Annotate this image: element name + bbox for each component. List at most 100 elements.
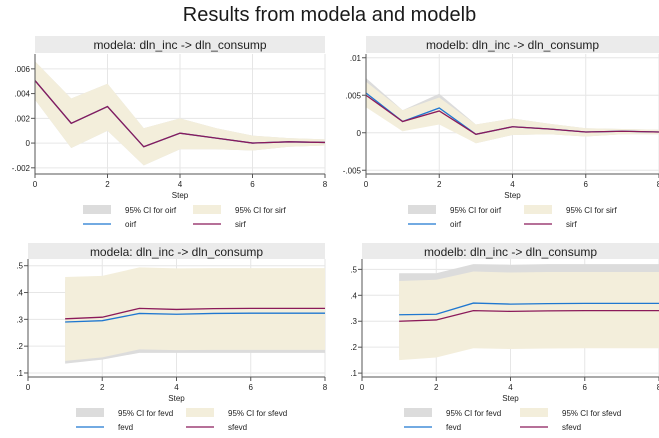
legend-key: 95% CI for sirf <box>193 205 286 215</box>
panel-header <box>35 36 325 53</box>
y-tick-label: .5 <box>16 262 23 271</box>
x-tick-label: 8 <box>657 383 659 392</box>
x-tick-label: 2 <box>105 180 110 189</box>
legend-key: 95% CI for sfevd <box>186 408 287 418</box>
legend-key: oirf <box>408 220 462 229</box>
legend-label: 95% CI for oirf <box>125 206 177 215</box>
legend-key: fevd <box>76 423 133 432</box>
x-axis-title: Step <box>504 191 521 200</box>
legend-swatch <box>186 408 214 417</box>
legend-swatch <box>76 408 104 417</box>
x-tick-label: 0 <box>33 180 38 189</box>
x-tick-label: 8 <box>323 383 328 392</box>
legend-swatch <box>83 205 111 214</box>
panel-header <box>362 243 659 260</box>
y-tick-label: .2 <box>16 342 23 351</box>
legend-key: 95% CI for fevd <box>404 408 501 418</box>
x-axis-title: Step <box>172 191 189 200</box>
panel-header <box>28 243 325 260</box>
legend-label: fevd <box>118 423 133 432</box>
panel-4: modelb: dln_inc -> dln_consump .1 .2 .3 .4 .5… <box>350 243 659 432</box>
x-tick-label: 2 <box>434 383 439 392</box>
x-tick-label: 6 <box>583 383 588 392</box>
x-tick-label: 6 <box>250 180 255 189</box>
series-line <box>365 94 659 135</box>
legend-key: sirf <box>524 220 577 229</box>
x-tick-label: 0 <box>360 383 365 392</box>
legend-key: sirf <box>193 220 246 229</box>
panel-title: modela: dln_inc -> dln_consump <box>93 38 266 52</box>
legend-key: 95% CI for oirf <box>83 205 177 215</box>
x-tick-label: 2 <box>100 383 105 392</box>
legend-label: 95% CI for sirf <box>566 206 617 215</box>
legend-swatch <box>408 205 436 214</box>
legend-key: oirf <box>83 220 137 229</box>
panel-header <box>366 36 659 53</box>
x-axis-title: Step <box>168 394 185 403</box>
legend-label: sfevd <box>228 423 247 432</box>
x-tick-label: 4 <box>508 383 513 392</box>
panel-title: modela: dln_inc -> dln_consump <box>90 245 263 259</box>
legend-label: oirf <box>450 220 462 229</box>
x-tick-label: 6 <box>249 383 254 392</box>
x-tick-label: 8 <box>657 180 659 189</box>
legend-label: 95% CI for fevd <box>446 409 501 418</box>
y-tick-label: .1 <box>350 369 357 378</box>
legend-label: sirf <box>235 220 246 229</box>
x-tick-label: 6 <box>584 180 589 189</box>
x-tick-label: 0 <box>364 180 369 189</box>
x-axis-title: Step <box>502 394 519 403</box>
legend-key: 95% CI for sfevd <box>520 408 621 418</box>
y-tick-label: .3 <box>350 317 357 326</box>
legend-key: 95% CI for oirf <box>408 205 502 215</box>
legend-key: fevd <box>404 423 461 432</box>
y-tick-label: .005 <box>345 91 361 100</box>
panel-title: modelb: dln_inc -> dln_consump <box>426 38 599 52</box>
y-tick-label: .006 <box>14 65 30 74</box>
y-tick-label: .01 <box>350 54 362 63</box>
ci-band <box>366 81 659 144</box>
x-tick-label: 4 <box>174 383 179 392</box>
series-line <box>65 307 325 320</box>
panel-2: modelb: dln_inc -> dln_consump-.0050.005… <box>343 36 659 229</box>
series-line <box>399 302 659 316</box>
panel-3: modela: dln_inc -> dln_consump .1 .2 .3 .4 .5… <box>16 243 328 432</box>
legend-label: 95% CI for sfevd <box>562 409 621 418</box>
legend-swatch <box>520 408 548 417</box>
y-tick-label: .3 <box>16 315 23 324</box>
legend-key: sfevd <box>186 423 247 432</box>
series-line <box>399 309 659 322</box>
y-tick-label: 0 <box>357 129 362 138</box>
legend-swatch <box>524 205 552 214</box>
panel-title: modelb: dln_inc -> dln_consump <box>424 245 597 259</box>
legend-label: 95% CI for sirf <box>235 206 286 215</box>
x-tick-label: 2 <box>437 180 442 189</box>
legend-key: sfevd <box>520 423 581 432</box>
ci-band <box>366 78 659 144</box>
legend-swatch <box>193 205 221 214</box>
ci-band <box>399 271 659 361</box>
x-tick-label: 4 <box>178 180 183 189</box>
y-tick-label: .2 <box>350 343 357 352</box>
legend-key: 95% CI for sirf <box>524 205 617 215</box>
y-tick-label: .1 <box>16 369 23 378</box>
legend-key: 95% CI for fevd <box>76 408 173 418</box>
series-line <box>34 80 326 148</box>
y-tick-label: -.005 <box>343 166 362 175</box>
panel-1: modela: dln_inc -> dln_consump-.0020.002… <box>12 36 328 229</box>
y-tick-label: 0 <box>26 139 31 148</box>
series-line <box>65 312 325 323</box>
y-tick-label: -.002 <box>12 164 31 173</box>
y-tick-label: .4 <box>350 291 357 300</box>
legend-swatch <box>404 408 432 417</box>
legend-label: fevd <box>446 423 461 432</box>
legend-label: 95% CI for oirf <box>450 206 502 215</box>
x-tick-label: 0 <box>26 383 31 392</box>
legend-label: sirf <box>566 220 577 229</box>
y-tick-label: .004 <box>14 90 30 99</box>
legend-label: 95% CI for sfevd <box>228 409 287 418</box>
x-tick-label: 4 <box>510 180 515 189</box>
y-tick-label: .002 <box>14 114 30 123</box>
